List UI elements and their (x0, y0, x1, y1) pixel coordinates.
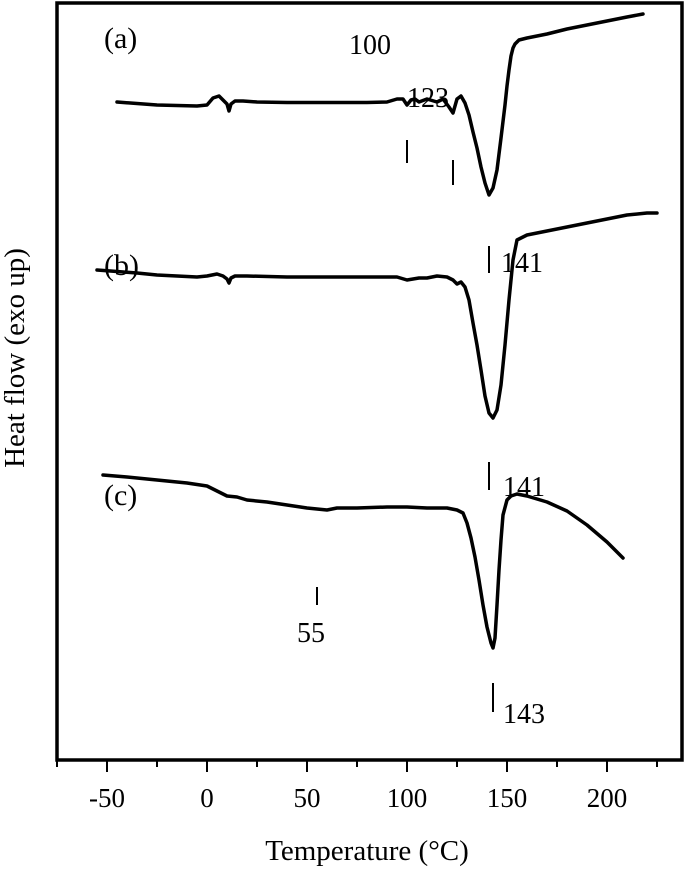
x-axis-tick-labels: -50 0 50 100 150 200 (89, 783, 627, 813)
peak-label: 55 (297, 618, 325, 649)
panel-label-c: (c) (104, 479, 137, 512)
curve-a (115, 12, 645, 197)
peak-label: 123 (407, 83, 449, 114)
peak-label: 100 (349, 30, 391, 61)
x-tick-label: 0 (200, 783, 214, 813)
x-tick-label: 50 (294, 783, 321, 813)
panel-label-b: (b) (104, 249, 139, 282)
x-tick-label: 150 (487, 783, 528, 813)
x-tick-label: 200 (587, 783, 628, 813)
curves (95, 12, 659, 650)
panel-labels: (a) (b) (c) (104, 22, 139, 512)
x-axis-title: Temperature (°C) (265, 835, 469, 867)
curve-c (101, 473, 625, 650)
x-axis-ticks (56, 760, 658, 772)
y-axis-title: Heat flow (exo up) (0, 248, 31, 468)
x-tick-label: -50 (89, 783, 125, 813)
plot-frame (55, 1, 684, 762)
panel-label-a: (a) (104, 22, 137, 55)
curve-b (95, 211, 659, 420)
peak-markers: 100 123 141 141 55 143 (297, 30, 545, 730)
peak-label: 141 (503, 472, 545, 503)
peak-label: 143 (503, 699, 545, 730)
peak-label: 141 (501, 248, 543, 279)
x-tick-label: 100 (387, 783, 428, 813)
